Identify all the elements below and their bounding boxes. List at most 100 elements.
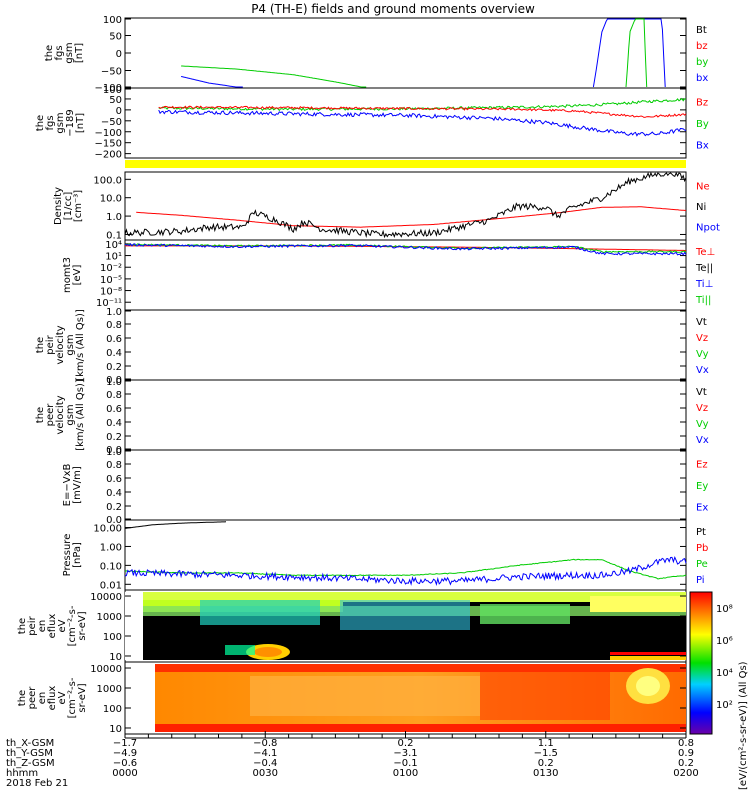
y-tick-label: 0: [116, 106, 122, 117]
y-axis-label: peer: [45, 403, 56, 427]
y-tick-label: 1000: [97, 684, 122, 695]
x-tick-label: 0100: [393, 768, 418, 779]
y-tick-label: 0.8: [106, 390, 122, 401]
y-tick-label: 0.1: [106, 230, 122, 241]
x-tick-label: −4.1: [253, 748, 277, 759]
y-axis-label: velocity: [55, 325, 66, 364]
colorbar-tick: 10⁴: [716, 668, 733, 679]
y-tick-label: 0: [116, 49, 122, 60]
y-tick-label: 10⁻¹¹: [96, 298, 122, 309]
y-axis-label: [nPa]: [72, 542, 83, 568]
y-axis-label: eflux: [47, 614, 58, 639]
y-axis-label: [eV]: [72, 265, 83, 286]
y-tick-label: −50: [101, 67, 122, 78]
panel-fgs-frame: [124, 17, 687, 89]
y-tick-label: 0.4: [106, 418, 122, 429]
y-axis-label: E=−VxB: [62, 464, 73, 507]
y-axis-label: en: [37, 692, 48, 705]
y-axis-label: velocity: [55, 395, 66, 434]
legend-entry: Vt: [696, 387, 707, 398]
y-tick-label: 0.6: [106, 334, 122, 345]
y-tick-label: 10¹: [105, 252, 122, 263]
y-tick-label: 0.8: [106, 320, 122, 331]
y-tick-label: 1000: [97, 612, 122, 623]
flag-bar: [125, 160, 686, 168]
legend-entry: Bx: [696, 140, 709, 151]
legend-entry: Bz: [696, 98, 708, 109]
y-tick-label: 100: [103, 85, 122, 96]
colorbar: 10⁸ 10⁶ 10⁴ 10² [eV/(cm²-s-sr-eV)] (All …: [689, 591, 749, 790]
x-tick-label: −0.6: [113, 758, 137, 769]
y-axis-label: peir: [45, 334, 56, 354]
y-axis-label: [mV/m]: [72, 466, 83, 504]
peir-spectrogram: [124, 589, 687, 663]
x-tick-label: −4.9: [113, 748, 137, 759]
y-tick-label: 0.2: [106, 362, 122, 373]
legend-entry: Ti||: [695, 295, 711, 306]
legend-entry: Vy: [696, 419, 709, 430]
peer-spectrogram: [124, 661, 687, 735]
y-axis-label: [cm⁻²-s-: [67, 677, 78, 718]
legend-entry: bx: [696, 73, 708, 84]
figure-title: P4 (TH-E) fields and ground moments over…: [251, 2, 535, 16]
series-line-by: [181, 65, 367, 88]
series-line-Pi: [124, 556, 687, 587]
y-tick-label: 10: [109, 652, 122, 663]
x-tick-label: −0.8: [253, 738, 277, 749]
legend-entry: Vz: [696, 403, 708, 414]
y-tick-label: 0.0: [106, 375, 122, 386]
y-tick-label: 10⁻⁵: [100, 275, 122, 286]
legend-entry: Ne: [696, 181, 710, 192]
y-axis-label: Pressure: [62, 534, 73, 577]
y-axis-label: the: [35, 337, 46, 353]
y-tick-label: 100.0: [93, 175, 122, 186]
series-line-Bx: [158, 109, 687, 137]
x-tick-label: −0.1: [393, 758, 417, 769]
y-tick-label: −100: [95, 83, 122, 94]
y-axis-label: eV: [57, 691, 68, 704]
series-line-by-spike: [625, 18, 648, 88]
y-tick-label: 10⁻⁸: [100, 287, 122, 298]
y-axis-label: eflux: [47, 686, 58, 711]
x-tick-label: 1.1: [538, 738, 554, 749]
panel-momt3-frame: [124, 239, 687, 311]
y-axis-label: the: [17, 690, 28, 706]
x-tick-label: 0.2: [678, 758, 694, 769]
y-axis-label: gsm: [64, 42, 75, 63]
panel-pressure-frame: [124, 519, 687, 591]
colorbar-label: [eV/(cm²-s-sr-eV)] (All Qs): [738, 661, 749, 790]
legend-entry: Vx: [696, 435, 709, 446]
legend-entry: Vt: [696, 317, 707, 328]
y-axis-label: the: [44, 45, 55, 61]
y-tick-label: 0.10: [100, 561, 122, 572]
y-axis-label: gsm: [65, 334, 76, 355]
y-tick-label: 0.2: [106, 502, 122, 513]
y-axis-label: [cm⁻³]: [73, 190, 84, 222]
legend-entry: Pb: [696, 543, 708, 554]
colorbar-tick: 10⁶: [716, 636, 733, 647]
legend-entry: Te||: [695, 263, 713, 274]
y-axis-label: fgs: [45, 115, 56, 130]
y-axis-label: [cm⁻²-s-: [67, 605, 78, 646]
panel-peer-velocity-frame: [124, 379, 687, 451]
y-axis-label: fgs: [54, 45, 65, 60]
y-axis-label: [km/s (All Qs)]: [75, 379, 86, 451]
x-tick-label: 0.2: [538, 758, 554, 769]
legend-entry: bz: [696, 41, 708, 52]
y-axis-label: gsm: [55, 112, 66, 133]
panel-peir-velocity-frame: [124, 309, 687, 381]
y-axis-label: peer: [27, 686, 38, 710]
x-row-label: th_Y-GSM: [6, 748, 53, 759]
y-tick-label: 0.0: [106, 445, 122, 456]
legend-entry: Npot: [696, 223, 720, 234]
legend-entry: Ez: [696, 460, 708, 471]
y-tick-label: 50: [109, 95, 122, 106]
date-label: 2018 Feb 21: [6, 778, 68, 789]
y-tick-label: 0.0: [106, 515, 122, 526]
x-row-label: th_X-GSM: [6, 738, 54, 749]
y-axis-label: [1/cc]: [63, 192, 74, 221]
y-tick-label: 100: [103, 704, 122, 715]
series-line-Ti⊥: [124, 243, 687, 256]
x-tick-label: 0.9: [678, 748, 694, 759]
